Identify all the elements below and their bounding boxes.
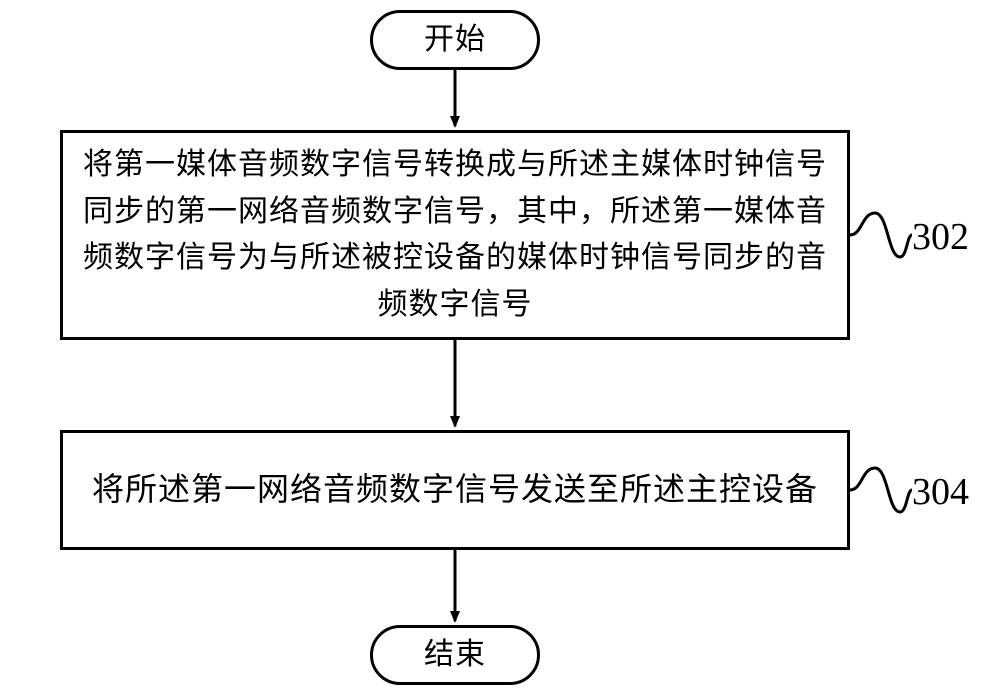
process-step-2-text: 将所述第一网络音频数字信号发送至所述主控设备 xyxy=(92,465,818,515)
process-step-1: 将第一媒体音频数字信号转换成与所述主媒体时钟信号同步的第一网络音频数字信号，其中… xyxy=(60,130,850,340)
process-step-2: 将所述第一网络音频数字信号发送至所述主控设备 xyxy=(60,430,850,550)
end-label: 结束 xyxy=(424,632,486,679)
callout-squiggle-1 xyxy=(850,213,912,257)
end-terminator: 结束 xyxy=(370,625,540,685)
step-2-number-label: 304 xyxy=(912,470,969,514)
process-step-1-text: 将第一媒体音频数字信号转换成与所述主媒体时钟信号同步的第一网络音频数字信号，其中… xyxy=(83,142,827,328)
flowchart-canvas: 开始 将第一媒体音频数字信号转换成与所述主媒体时钟信号同步的第一网络音频数字信号… xyxy=(0,0,1000,697)
step-1-number-label: 302 xyxy=(912,215,969,259)
connectors-overlay xyxy=(0,0,1000,697)
start-label: 开始 xyxy=(424,17,486,64)
callout-squiggle-2 xyxy=(850,468,912,512)
start-terminator: 开始 xyxy=(370,10,540,70)
